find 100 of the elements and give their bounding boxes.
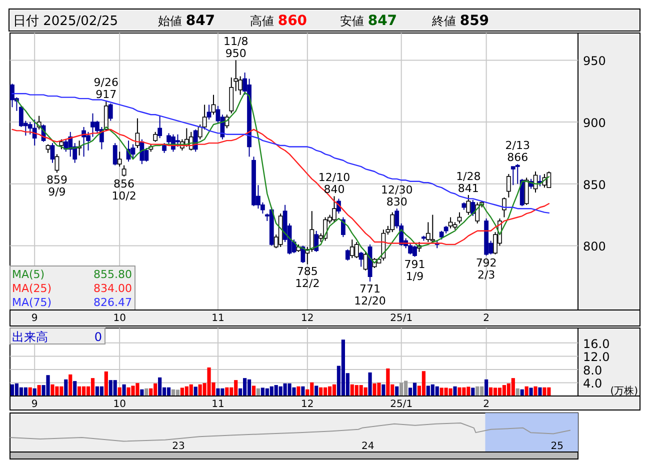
x-tick-label: 11: [212, 313, 224, 324]
bar: [422, 371, 426, 396]
annotation: 856 10/2: [112, 177, 136, 202]
y-tick-label: 16.0: [583, 336, 610, 351]
bar: [64, 379, 68, 396]
candlestick: [354, 241, 359, 259]
candlestick: [448, 216, 453, 229]
text: 安値 847: [340, 13, 398, 29]
bar: [484, 379, 488, 396]
bar: [122, 384, 126, 396]
bar: [511, 378, 515, 396]
annotation: 0: [94, 330, 102, 344]
x-tick-label: 25/1: [390, 399, 413, 410]
bar: [448, 388, 452, 396]
bar: [493, 388, 498, 396]
candlestick: [546, 171, 552, 188]
candlestick: [515, 164, 520, 184]
bar: [471, 388, 475, 396]
candlestick: [140, 138, 144, 165]
candlestick: [104, 100, 108, 132]
x-tick-label: 25: [550, 441, 564, 452]
bar: [37, 385, 41, 396]
candlestick: [470, 199, 476, 217]
bar: [225, 387, 229, 396]
bar: [113, 380, 117, 396]
bar: [502, 385, 506, 396]
bar: [10, 384, 14, 396]
x-tick-label: 11: [212, 399, 224, 410]
bar: [395, 386, 399, 396]
bar: [364, 387, 368, 396]
y-tick-label: 4.0: [583, 376, 602, 391]
candlestick: [130, 144, 136, 160]
candlestick: [430, 214, 435, 244]
x-tick-label: 2: [483, 399, 490, 410]
x-tick-label: 24: [361, 441, 374, 452]
bar: [453, 386, 457, 396]
bar: [118, 387, 122, 396]
bar: [82, 386, 86, 396]
bar: [412, 382, 417, 396]
bar: [14, 383, 19, 396]
candlestick: [153, 131, 158, 142]
y-tick-label: 12.0: [583, 350, 610, 364]
annotation: 12/10 840: [318, 171, 350, 196]
annotation: 1/28 841: [456, 170, 481, 195]
candlestick: [229, 77, 234, 114]
text: MA(5) 855.80: [12, 268, 132, 281]
bar: [400, 382, 404, 396]
bar: [476, 386, 480, 396]
annotation: 785 12/2: [295, 265, 320, 290]
bar: [524, 386, 528, 396]
bar: [314, 386, 318, 396]
x-tick-label: 10: [113, 399, 126, 410]
bar: [296, 386, 300, 396]
y-tick-label: 800: [583, 240, 606, 254]
bar: [252, 386, 256, 396]
bar: [24, 387, 28, 396]
candlestick: [345, 248, 350, 262]
x-tick-label: 12: [301, 313, 314, 324]
bar: [216, 388, 220, 396]
bar: [68, 374, 72, 396]
chart-title: 日付 2025/02/25: [13, 14, 118, 29]
bar: [328, 386, 332, 396]
chart-title: 出来高: [12, 330, 48, 344]
bar: [301, 386, 305, 396]
x-tick-label: 2: [483, 313, 490, 324]
bar: [382, 384, 386, 396]
candlestick: [59, 138, 64, 150]
candlestick: [363, 251, 368, 271]
bar: [78, 386, 82, 396]
bar: [542, 387, 546, 396]
annotation: 11/8 950: [224, 35, 248, 60]
y-tick-label: 950: [583, 54, 606, 68]
bar: [189, 384, 193, 396]
candlestick: [502, 196, 506, 218]
bar: [538, 387, 542, 396]
bar: [368, 372, 372, 396]
y-tick-label: 8.0: [583, 363, 602, 378]
annotation: 12/30 830: [381, 184, 413, 209]
candlestick: [524, 177, 529, 206]
bar: [386, 368, 390, 396]
text: MA(75) 826.47: [12, 296, 132, 309]
bar: [73, 381, 77, 396]
candlestick: [50, 142, 55, 164]
candlestick: [112, 142, 118, 166]
candlestick: [206, 104, 212, 120]
candlestick: [117, 151, 122, 168]
bar: [28, 387, 32, 396]
x-tick-label: 25/1: [390, 313, 413, 324]
candlestick: [162, 142, 166, 154]
bar: [166, 387, 171, 396]
bar: [176, 390, 180, 396]
candlestick: [211, 94, 216, 116]
candlestick: [358, 251, 364, 268]
bar: [435, 386, 439, 396]
candlestick: [122, 164, 126, 177]
y-tick-label: 900: [583, 116, 606, 130]
bar: [90, 378, 95, 396]
x-tick-label: 9: [31, 399, 38, 410]
candlestick: [340, 216, 346, 238]
candlestick: [158, 115, 162, 139]
